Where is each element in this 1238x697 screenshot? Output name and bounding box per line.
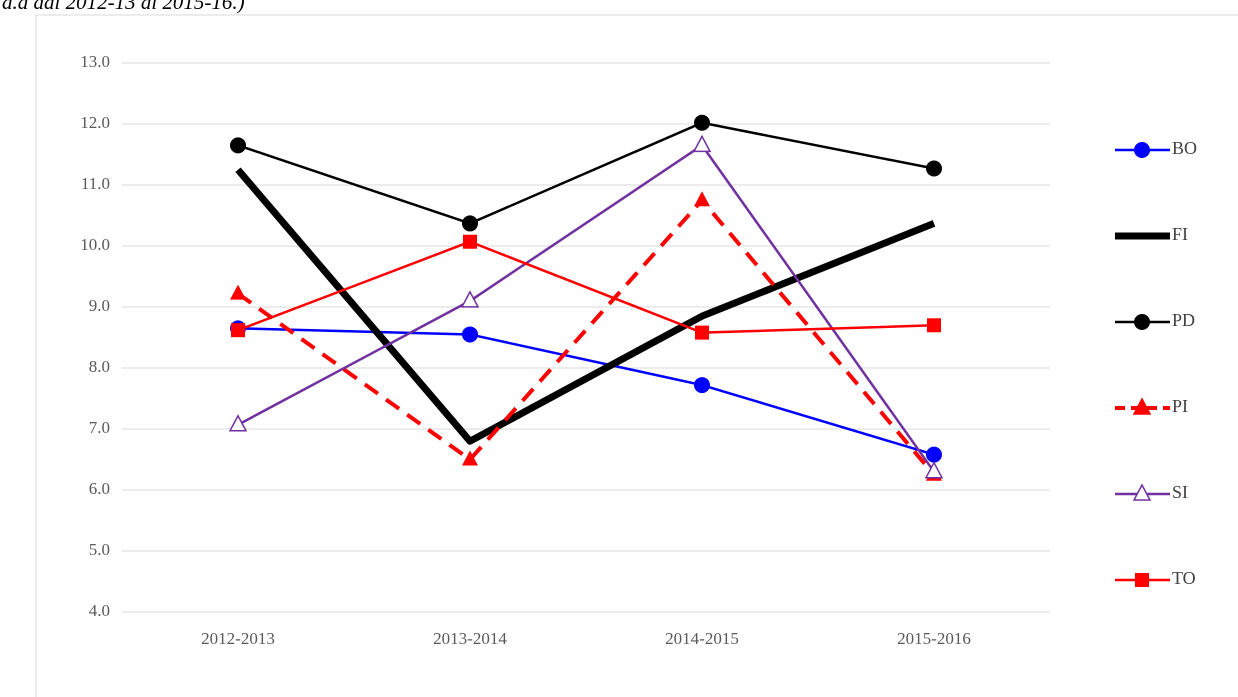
point	[926, 446, 942, 463]
x-tick-label: 2012-2013	[201, 629, 275, 648]
legend-label: BO	[1172, 138, 1197, 158]
point	[695, 325, 709, 340]
series-line	[236, 198, 936, 477]
point	[462, 215, 478, 232]
series-line	[237, 240, 935, 334]
chart-frame	[35, 14, 1238, 697]
legend-label: TO	[1172, 568, 1196, 588]
series-line	[237, 144, 936, 473]
legend-marker	[1134, 142, 1150, 158]
y-tick-label: 4.0	[89, 601, 110, 620]
point	[694, 377, 710, 394]
point	[228, 414, 248, 432]
y-tick-label: 6.0	[89, 479, 110, 498]
point	[927, 318, 941, 333]
point	[692, 134, 712, 153]
legend-marker	[1134, 314, 1150, 330]
caption: a.a dal 2012-13 al 2015-16.)	[2, 0, 245, 14]
point	[463, 234, 477, 249]
legend-label: PD	[1172, 310, 1195, 330]
point	[924, 461, 944, 479]
series-line	[235, 167, 936, 445]
y-tick-label: 7.0	[89, 418, 110, 437]
x-tick-label: 2014-2015	[665, 629, 739, 648]
y-tick-label: 10.0	[80, 235, 110, 254]
series-line	[237, 121, 935, 225]
y-tick-label: 8.0	[89, 357, 110, 376]
point	[460, 290, 480, 308]
legend-label: FI	[1172, 224, 1188, 244]
point	[462, 450, 478, 466]
point	[230, 137, 246, 154]
x-tick-label: 2013-2014	[433, 629, 507, 648]
legend-label: SI	[1172, 482, 1188, 502]
point	[694, 191, 710, 207]
point	[926, 160, 942, 177]
y-tick-label: 11.0	[81, 174, 110, 193]
legend-marker	[1132, 397, 1152, 415]
y-tick-label: 9.0	[89, 296, 110, 315]
y-tick-label: 12.0	[80, 113, 110, 132]
point	[694, 114, 710, 131]
legend-marker	[1135, 573, 1149, 587]
x-tick-label: 2015-2016	[897, 629, 971, 648]
point	[462, 326, 478, 343]
y-tick-label: 13.0	[80, 52, 110, 71]
legend-label: PI	[1172, 396, 1188, 416]
y-tick-label: 5.0	[89, 540, 110, 559]
point	[231, 323, 245, 338]
legend-marker	[1132, 483, 1152, 501]
point	[230, 284, 246, 300]
series-line	[237, 327, 935, 456]
